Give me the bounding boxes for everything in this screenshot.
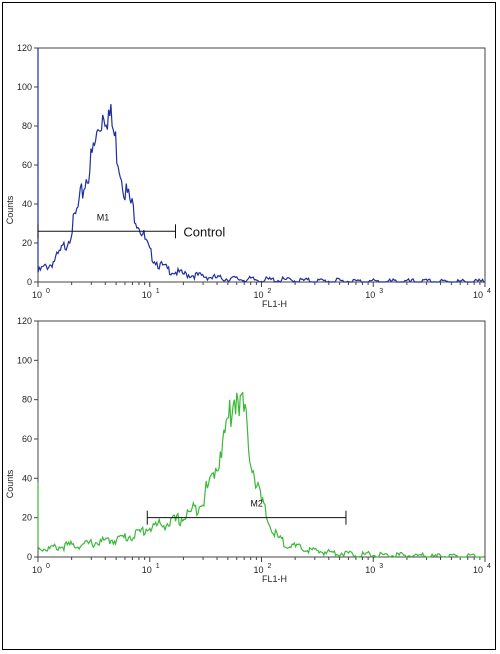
y-tick-label: 20	[22, 238, 32, 248]
x-tick-label: 10	[32, 290, 42, 300]
y-tick-label: 120	[17, 43, 32, 53]
x-tick-exponent: 1	[156, 288, 160, 295]
x-tick-exponent: 2	[268, 288, 272, 295]
x-tick-exponent: 4	[487, 563, 491, 570]
histogram-trace-2	[37, 391, 486, 558]
y-tick-label: 40	[22, 473, 32, 483]
histogram-trace-1	[37, 48, 485, 283]
x-tick-exponent: 0	[46, 563, 50, 570]
x-tick-label: 10	[253, 565, 263, 575]
y-axis-title: Counts	[5, 195, 15, 224]
y-tick-label: 80	[22, 395, 32, 405]
y-tick-label: 0	[27, 277, 32, 287]
x-tick-label: 10	[365, 290, 375, 300]
y-tick-label: 120	[17, 316, 32, 326]
x-tick-exponent: 1	[156, 563, 160, 570]
marker-label: M2	[250, 499, 263, 509]
y-axis-title: Counts	[5, 469, 15, 498]
y-tick-label: 80	[22, 121, 32, 131]
x-tick-label: 10	[365, 565, 375, 575]
x-axis-title: FL1-H	[262, 299, 287, 309]
plot-area-1	[37, 47, 486, 283]
y-tick-label: 60	[22, 160, 32, 170]
x-tick-exponent: 3	[379, 288, 383, 295]
x-tick-exponent: 2	[268, 563, 272, 570]
annotation-label: Control	[183, 224, 225, 239]
x-tick-exponent: 4	[487, 288, 491, 295]
plot-area-2	[37, 320, 486, 558]
y-tick-label: 100	[17, 82, 32, 92]
x-axis-title: FL1-H	[262, 574, 287, 584]
y-tick-label: 0	[27, 552, 32, 562]
x-tick-label: 10	[142, 565, 152, 575]
x-tick-label: 10	[473, 565, 483, 575]
x-tick-label: 10	[32, 565, 42, 575]
x-tick-exponent: 0	[46, 288, 50, 295]
marker-label: M1	[97, 212, 110, 222]
x-tick-exponent: 3	[379, 563, 383, 570]
x-tick-label: 10	[142, 290, 152, 300]
x-tick-label: 10	[253, 290, 263, 300]
y-tick-label: 100	[17, 355, 32, 365]
y-tick-label: 20	[22, 513, 32, 523]
y-tick-label: 40	[22, 199, 32, 209]
y-tick-label: 60	[22, 434, 32, 444]
x-tick-label: 10	[473, 290, 483, 300]
